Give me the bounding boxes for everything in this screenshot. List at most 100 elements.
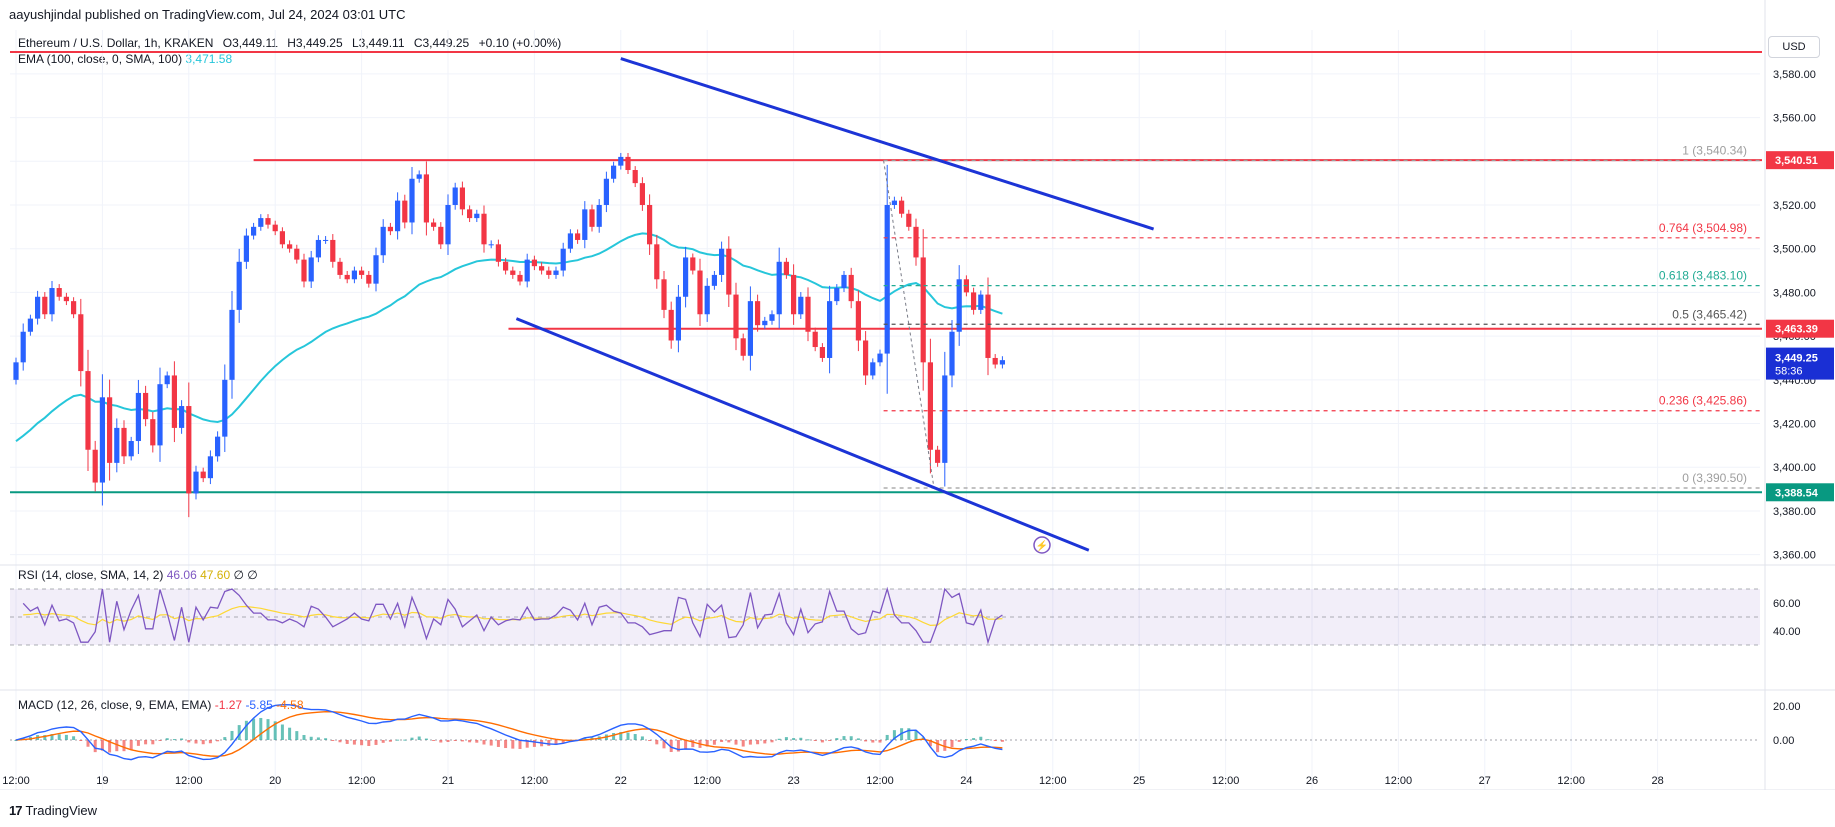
macd-histogram-bar (252, 718, 256, 740)
macd-histogram-bar (446, 740, 450, 742)
time-tick-label: 28 (1651, 775, 1663, 787)
candle-body (78, 314, 84, 372)
low-value: L3,449.11 (352, 36, 405, 50)
ema-value: 3,471.58 (185, 52, 233, 66)
candle-body (279, 231, 285, 245)
macd-legend[interactable]: MACD (12, 26, close, 9, EMA, EMA) -1.27 … (18, 698, 304, 712)
macd-histogram-bar (756, 740, 760, 745)
currency-button[interactable]: USD (1768, 36, 1820, 58)
candle-body (445, 204, 451, 245)
candle-body (258, 218, 264, 227)
candle-body (956, 279, 962, 332)
price-axis: 3,360.003,380.003,400.003,420.003,440.00… (1766, 69, 1834, 747)
candle-body (229, 309, 235, 380)
macd-histogram-bar (957, 740, 961, 742)
candle-body (402, 200, 408, 223)
candle-body (157, 384, 163, 446)
macd-histogram-bar (518, 740, 522, 749)
candle-body (855, 301, 861, 341)
macd-histogram-bar (475, 740, 479, 743)
candle-body (661, 279, 667, 310)
macd-histogram-bar (158, 740, 162, 741)
rsi-line (22, 586, 1003, 645)
candle-body (337, 261, 343, 275)
macd-histogram-bar (799, 737, 803, 740)
candle-body (27, 318, 33, 332)
fib-level-label: 0.236 (3,425.86) (1659, 394, 1747, 408)
ema-legend[interactable]: EMA (100, close, 0, SMA, 100) 3,471.58 (18, 52, 232, 66)
candle-body (697, 270, 703, 315)
candle-body (92, 449, 98, 483)
time-tick-label: 12:00 (2, 775, 30, 787)
macd-histogram-bar (741, 740, 745, 747)
candle-body (978, 294, 984, 310)
fib-level-label: 0.5 (3,465.42) (1672, 307, 1747, 321)
macd-histogram-bar (244, 720, 248, 740)
candle-body (834, 288, 840, 302)
chart-canvas[interactable]: 1 (3,540.34) 0.764 (3,504.98) 0.618 (3,483… (0, 0, 1835, 790)
time-tick-label: 27 (1479, 775, 1491, 787)
support-price-tag-text: 3,388.54 (1775, 487, 1819, 499)
macd-histogram-bar (972, 738, 976, 740)
candle-body (49, 288, 55, 315)
macd-histogram-bar (820, 740, 824, 743)
candle-body (71, 301, 77, 315)
price-tick-label: 3,400.00 (1773, 462, 1816, 474)
fib-level-label: 1 (3,540.34) (1682, 144, 1747, 158)
candle-body (135, 392, 141, 442)
candle-body (164, 375, 170, 385)
macd-histogram-bar (100, 740, 104, 751)
macd-histogram-bar (187, 740, 191, 743)
fib-trend-line (883, 160, 935, 489)
macd-histogram-bar (432, 740, 436, 741)
macd-histogram-bar (108, 740, 112, 753)
candle-body (474, 213, 480, 219)
macd-histogram-bar (907, 728, 911, 740)
candle-body (114, 427, 120, 463)
time-tick-label: 12:00 (175, 775, 203, 787)
current-price-text: 3,449.25 (1775, 353, 1818, 365)
brand-name: TradingView (25, 803, 98, 818)
time-tick-label: 12:00 (1557, 775, 1585, 787)
candle-body (870, 362, 876, 376)
candle-body (179, 406, 185, 428)
macd-histogram-bar (928, 740, 932, 747)
symbol-title[interactable]: Ethereum / U.S. Dollar, 1h, KRAKEN (18, 36, 214, 50)
candle-body (553, 270, 559, 275)
macd-histogram-bar (129, 740, 133, 750)
macd-histogram-bar (122, 740, 126, 752)
candle-body (819, 347, 825, 358)
candle-body (85, 371, 91, 450)
price-tick-label: 3,420.00 (1773, 419, 1816, 431)
publisher-line: aayushjindal published on TradingView.co… (9, 7, 406, 22)
ema-line (15, 232, 1003, 443)
time-axis: 12:00 19 12:00 20 12:00 21 12:00 22 12:00 23 12:00… (2, 775, 1663, 787)
candle-body (848, 274, 854, 302)
macd-histogram-bar (453, 740, 457, 741)
ema-100-line (15, 232, 1003, 443)
macd-histogram-bar (288, 727, 292, 740)
macd-histogram-bar (496, 740, 500, 747)
macd-histogram-bar (849, 736, 853, 740)
candle-body (675, 296, 681, 341)
rsi-label: RSI (14, close, SMA, 14, 2) (18, 568, 164, 582)
time-tick-label: 23 (787, 775, 799, 787)
rsi-legend[interactable]: RSI (14, close, SMA, 14, 2) 46.06 47.60 … (18, 568, 258, 582)
macd-histogram-bar (669, 740, 673, 753)
time-tick-label: 22 (615, 775, 627, 787)
candle-body (899, 200, 905, 214)
fib-level-label: 0 (3,390.50) (1682, 471, 1747, 485)
candle-body (747, 301, 753, 356)
candle-body (999, 360, 1005, 365)
macd-histogram-bar (172, 739, 176, 741)
macd-histogram-bar (619, 732, 623, 740)
change-value: +0.10 (+0.00%) (478, 36, 562, 50)
tradingview-brand[interactable]: 17 TradingView (9, 803, 97, 818)
macd-histogram-bar (230, 730, 234, 740)
macd-histogram-bar (626, 732, 630, 740)
macd-histogram-bar (338, 740, 342, 743)
candle-body (236, 261, 242, 310)
rsi-pane (22, 586, 1003, 645)
macd-histogram-bar (806, 739, 810, 741)
candle-body (150, 419, 156, 446)
